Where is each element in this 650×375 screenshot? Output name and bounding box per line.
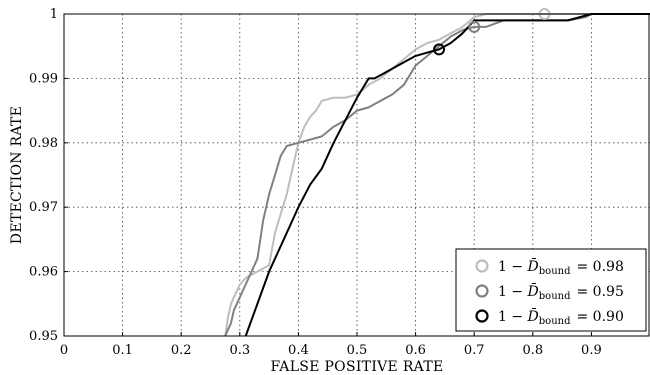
y-tick-label: 0.95: [29, 329, 58, 344]
series-line-3: [244, 13, 650, 337]
legend-entry-1: 1 − D̄bound = 0.98: [498, 257, 624, 277]
grid-lines: [64, 14, 650, 336]
y-axis-label: DETECTION RATE: [9, 106, 25, 244]
y-tick-label: 1: [50, 7, 58, 22]
y-tick-labels: 0.95 0.96 0.97 0.98 0.99 1: [29, 7, 68, 344]
x-tick-label: 0.4: [288, 343, 309, 358]
series-line-1: [224, 13, 650, 337]
marker-layer: [433, 8, 551, 56]
legend-marker-2: [475, 284, 489, 298]
legend-entry-3: 1 − D̄bound = 0.90: [498, 307, 624, 327]
x-tick-label: 0.9: [581, 343, 602, 358]
x-tick-label: 0.5: [347, 343, 368, 358]
y-tick-label: 0.98: [29, 136, 58, 151]
series-layer: [224, 13, 650, 337]
y-tick-label: 0.99: [29, 71, 58, 86]
x-tick-label: 0: [60, 343, 68, 358]
legend: 1 − D̄bound = 0.98 1 − D̄bound = 0.95 1 − D̄…: [455, 248, 647, 332]
legend-marker-3: [475, 309, 489, 323]
legend-marker-1: [475, 259, 489, 273]
series-marker-3: [433, 43, 446, 56]
x-tick-label: 0.7: [464, 343, 485, 358]
x-tick-label: 0.8: [522, 343, 543, 358]
x-tick-label: 0.6: [405, 343, 426, 358]
series-marker-2: [468, 20, 481, 33]
y-tick-label: 0.97: [29, 200, 58, 215]
x-tick-labels: 0 0.1 0.2 0.3 0.4 0.5 0.6 0.7 0.8 0.9: [60, 332, 602, 358]
x-tick-label: 0.2: [171, 343, 192, 358]
x-tick-label: 0.3: [229, 343, 250, 358]
x-tick-label: 0.1: [112, 343, 133, 358]
legend-entry-2: 1 − D̄bound = 0.95: [498, 282, 624, 302]
y-tick-label: 0.96: [29, 265, 58, 280]
x-axis-label: FALSE POSITIVE RATE: [271, 359, 444, 375]
